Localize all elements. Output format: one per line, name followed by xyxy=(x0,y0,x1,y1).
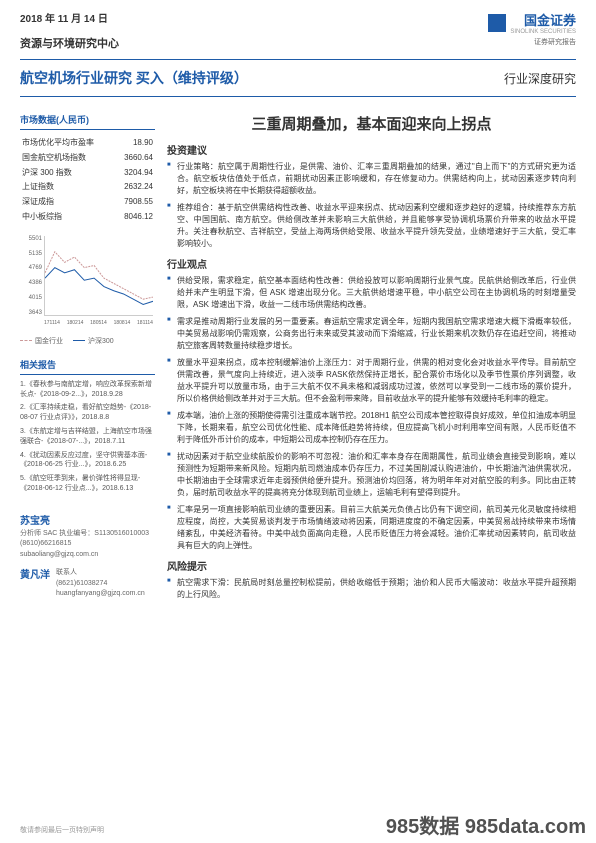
footer-disclaimer: 敬请参阅最后一页特别声明 xyxy=(20,825,104,835)
bullet: 行业策略：航空属于周期性行业，是供需、油价、汇率三重周期叠加的结果，通过"自上而… xyxy=(167,161,576,197)
section-risk: 风险提示 xyxy=(167,558,576,573)
market-data-table: 市场优化平均市盈率18.90 国金航空机场指数3660.64 沪深 300 指数… xyxy=(20,135,155,226)
bullet: 放量水平迎来拐点，成本控制缓解油价上涨压力：对于周期行业，供需的相对变化会对收益… xyxy=(167,357,576,405)
report-subtitle: 行业深度研究 xyxy=(504,70,576,87)
analyst-name: 苏宝亮 xyxy=(20,514,54,529)
analyst-name: 黄凡洋 xyxy=(20,568,54,583)
report-item: 2.《汇率持续走稳，看好航空趋势-《2018-08-07 行业点评》》，2018… xyxy=(20,403,155,423)
logo-icon xyxy=(488,14,506,32)
report-item: 3.《东航定增与吉祥结盟，上海航空市场强强联合-《2018-07-...》，20… xyxy=(20,427,155,447)
logo-text: 国金证券 xyxy=(510,10,576,29)
bullet: 推荐组合：基于航空供需结构性改善、收益水平迎来拐点、扰动因素利空缓和逐步趋好的逻… xyxy=(167,202,576,250)
bullet: 汇率是另一项直接影响航司业绩的重要因素。目前三大航美元负债占比仍有下调空间，航司… xyxy=(167,504,576,552)
watermark: 985数据 985data.com xyxy=(386,810,586,839)
bullet: 供给受限，需求稳定，航空基本面结构性改善：供给投放可以影响周期行业景气度。民航供… xyxy=(167,275,576,311)
analyst-info: 联系人 (8621)61038274 huangfanyang@gjzq.com… xyxy=(56,568,145,600)
report-title: 航空机场行业研究 买入（维持评级） xyxy=(20,68,248,88)
report-item: 4.《扰动因素反应过度，坚守供需基本面-《2018-06-25 行业...》，2… xyxy=(20,451,155,471)
market-data-title: 市场数据(人民币) xyxy=(20,113,155,130)
brand-logo: 国金证券 SINOLINK SECURITIES 证券研究报告 xyxy=(488,10,576,47)
bullet: 成本端，油价上涨的预期使得需引注重成本端节控。2018H1 航空公司成本管控取得… xyxy=(167,410,576,446)
bullet: 航空需求下滑：民航局时刻总量控制松提前，供给收缩低于预期；油价和人民币大幅波动：… xyxy=(167,577,576,601)
bullet: 需求是推动周期行业发展的另一重要素。春运航空需求定调全年，短期内我国航空需求增速… xyxy=(167,316,576,352)
section-investment: 投资建议 xyxy=(167,142,576,157)
related-reports-title: 相关报告 xyxy=(20,358,155,375)
index-chart: 550151354769438640153643 171114180214180… xyxy=(20,236,153,326)
section-industry: 行业观点 xyxy=(167,256,576,271)
report-item: 5.《航空旺季到来，暑价弹性将得显现-《2018-06-12 行业点...》，2… xyxy=(20,474,155,494)
chart-legend: 国金行业 沪深300 xyxy=(20,336,155,346)
report-item: 1.《春秋参与南航定增，响应改革探索新增长点-《2018-09-2...》，20… xyxy=(20,380,155,400)
analyst-info: 分析师 SAC 执业编号：S1130516010003 (8610)662168… xyxy=(20,529,149,561)
main-headline: 三重周期叠加，基本面迎来向上拐点 xyxy=(167,113,576,134)
logo-subtext: SINOLINK SECURITIES xyxy=(510,29,576,35)
bullet: 扰动因素对于航空业续航股价的影响不可忽视：油价和汇率本身存在周期属性，航司业绩会… xyxy=(167,451,576,499)
logo-tag: 证券研究报告 xyxy=(488,37,576,47)
